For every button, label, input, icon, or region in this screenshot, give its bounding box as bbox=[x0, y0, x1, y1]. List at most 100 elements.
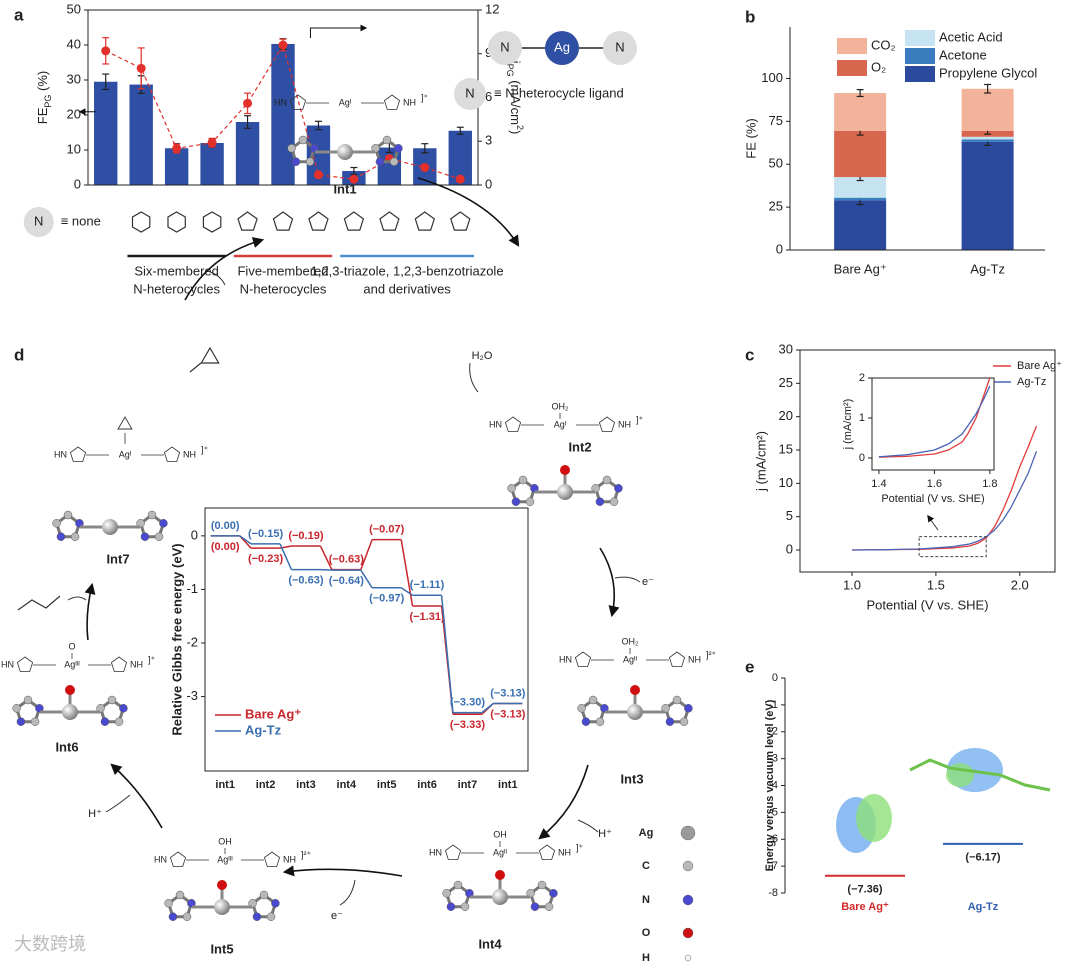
atom bbox=[217, 880, 227, 890]
ring-sketch bbox=[598, 416, 616, 432]
atom bbox=[382, 135, 392, 145]
y-tick-label: 9 bbox=[485, 45, 492, 60]
metal-label: Agᴵ bbox=[339, 97, 352, 107]
value-label: (−3.13) bbox=[490, 687, 525, 699]
atom bbox=[537, 880, 547, 890]
intermediate-label: Int3 bbox=[620, 771, 643, 786]
y-tick-label: 1 bbox=[859, 412, 865, 424]
legend-label: Bare Ag⁺ bbox=[1017, 360, 1062, 372]
intermediate-label: Int7 bbox=[106, 551, 129, 566]
ring-sketch bbox=[169, 851, 187, 867]
atom bbox=[544, 902, 554, 911]
atom-legend-label: N bbox=[642, 894, 650, 906]
ligand-symbol: N bbox=[34, 213, 43, 228]
ring-sketch bbox=[574, 651, 592, 667]
bar-segment bbox=[834, 177, 887, 198]
atom bbox=[665, 717, 675, 726]
atom bbox=[442, 889, 451, 898]
point bbox=[313, 170, 323, 180]
intermediate-label: Int4 bbox=[478, 936, 502, 951]
y-axis-label: Energy versus vacuum level (eV) bbox=[764, 699, 776, 871]
bar bbox=[94, 81, 118, 185]
y-tick-label: 6 bbox=[485, 89, 492, 104]
cycle-arrow bbox=[184, 237, 265, 301]
label-part: ) bbox=[508, 130, 523, 134]
y-tick-label: 50 bbox=[67, 1, 81, 16]
bar bbox=[164, 148, 189, 185]
y-tick-label: 0 bbox=[786, 541, 793, 556]
ligand-end: HN bbox=[274, 97, 287, 107]
atom bbox=[140, 532, 150, 541]
atom-legend-label: Ag bbox=[639, 827, 654, 839]
inset-circle bbox=[454, 78, 486, 110]
ligand-end: HN bbox=[489, 419, 502, 429]
value-label: (−0.64) bbox=[329, 575, 364, 587]
y-tick-label: -5 bbox=[768, 806, 778, 818]
y-axis-label: Relative Gibbs free energy (eV) bbox=[169, 543, 184, 735]
x-tick-label: 1.5 bbox=[927, 577, 945, 592]
ring-sketch bbox=[668, 651, 686, 667]
y-tick-label: 5 bbox=[786, 508, 793, 523]
bar-segment bbox=[961, 136, 1014, 140]
ligand-end: NH bbox=[618, 419, 631, 429]
atom bbox=[310, 144, 319, 153]
atom-legend-swatch bbox=[684, 954, 692, 962]
legend-label: Ag-Tz bbox=[1017, 376, 1046, 388]
structure-icon bbox=[167, 211, 186, 233]
side-arrow bbox=[577, 819, 599, 833]
inset-circle bbox=[603, 31, 637, 65]
atom bbox=[16, 717, 26, 726]
atom-legend-swatch bbox=[682, 894, 694, 906]
atom bbox=[248, 899, 257, 908]
x-tick-label: int1 bbox=[215, 779, 235, 791]
category-label: ≡ none bbox=[61, 213, 101, 228]
ligand-end: HN bbox=[54, 449, 67, 459]
side-arrow bbox=[105, 794, 131, 813]
step-connector bbox=[279, 543, 293, 570]
zoom-box bbox=[918, 536, 987, 558]
intermediate-label: Int2 bbox=[568, 439, 591, 454]
ag-atom bbox=[214, 899, 230, 915]
charge-label: ]²⁺ bbox=[301, 849, 311, 859]
ligand-end: HN bbox=[154, 854, 167, 864]
panel-label: d bbox=[14, 345, 24, 364]
value-label: (0.00) bbox=[211, 541, 240, 553]
value-label: (−0.97) bbox=[369, 593, 404, 605]
y-tick-label: 10 bbox=[67, 141, 81, 156]
point bbox=[243, 98, 253, 108]
propylene-sketch bbox=[17, 595, 61, 611]
ring-sketch bbox=[263, 851, 281, 867]
y-tick-label: 0 bbox=[859, 452, 865, 464]
ligand-end: HN bbox=[429, 847, 442, 857]
atom bbox=[630, 685, 640, 695]
y-tick-label: 30 bbox=[779, 341, 793, 356]
inset-circle bbox=[488, 31, 522, 65]
x-tick-label: int7 bbox=[458, 779, 478, 791]
atom bbox=[595, 497, 605, 506]
orbital bbox=[856, 794, 892, 842]
value-label: (−0.15) bbox=[248, 528, 283, 540]
atom bbox=[394, 144, 403, 153]
y-tick-label: 75 bbox=[769, 113, 783, 128]
side-arrow bbox=[469, 362, 479, 393]
atom-legend-swatch bbox=[680, 825, 696, 841]
ring-sketch bbox=[538, 844, 556, 860]
bar bbox=[235, 122, 260, 185]
atom bbox=[119, 704, 128, 713]
inset-note: ≡ N-heterocycle ligand bbox=[494, 85, 624, 100]
group-label: Five-membered bbox=[237, 263, 328, 278]
atom bbox=[507, 484, 516, 493]
structure-icon bbox=[131, 211, 151, 233]
ligand-end: NH bbox=[130, 659, 143, 669]
bar bbox=[200, 143, 224, 185]
y-tick-label: -1 bbox=[186, 581, 198, 596]
atom bbox=[35, 704, 44, 713]
y-tick-label: 30 bbox=[67, 71, 81, 86]
legend-label: Acetic Acid bbox=[939, 29, 1003, 44]
atom-legend-label: H bbox=[642, 952, 650, 963]
panel-label: a bbox=[14, 5, 24, 24]
atom bbox=[530, 902, 540, 911]
cycle-arrow bbox=[417, 177, 520, 247]
y-tick-label: -8 bbox=[768, 887, 778, 899]
